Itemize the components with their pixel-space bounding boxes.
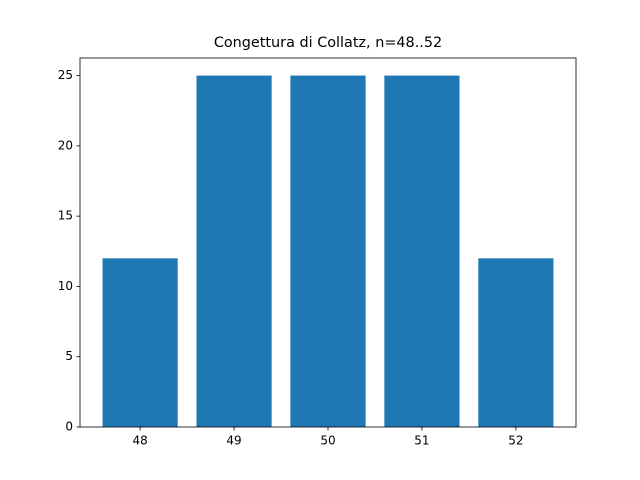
plot-frame [79,57,577,428]
bar [102,258,178,427]
bar [196,75,272,428]
y-tick-label: 0 [65,420,73,434]
x-tick-label: 52 [508,434,523,448]
bar [384,75,460,428]
x-tick-label: 48 [132,434,147,448]
x-tick-label: 49 [226,434,241,448]
y-tick-label: 5 [65,349,73,363]
x-tick-label: 51 [414,434,429,448]
y-tick-label: 10 [58,279,73,293]
bar [478,258,554,427]
chart-title: Congettura di Collatz, n=48..52 [214,35,442,51]
y-tick-label: 25 [58,68,73,82]
x-tick-label: 50 [320,434,335,448]
y-tick-label: 20 [58,138,73,152]
y-tick-label: 15 [58,209,73,223]
bar [290,75,366,428]
